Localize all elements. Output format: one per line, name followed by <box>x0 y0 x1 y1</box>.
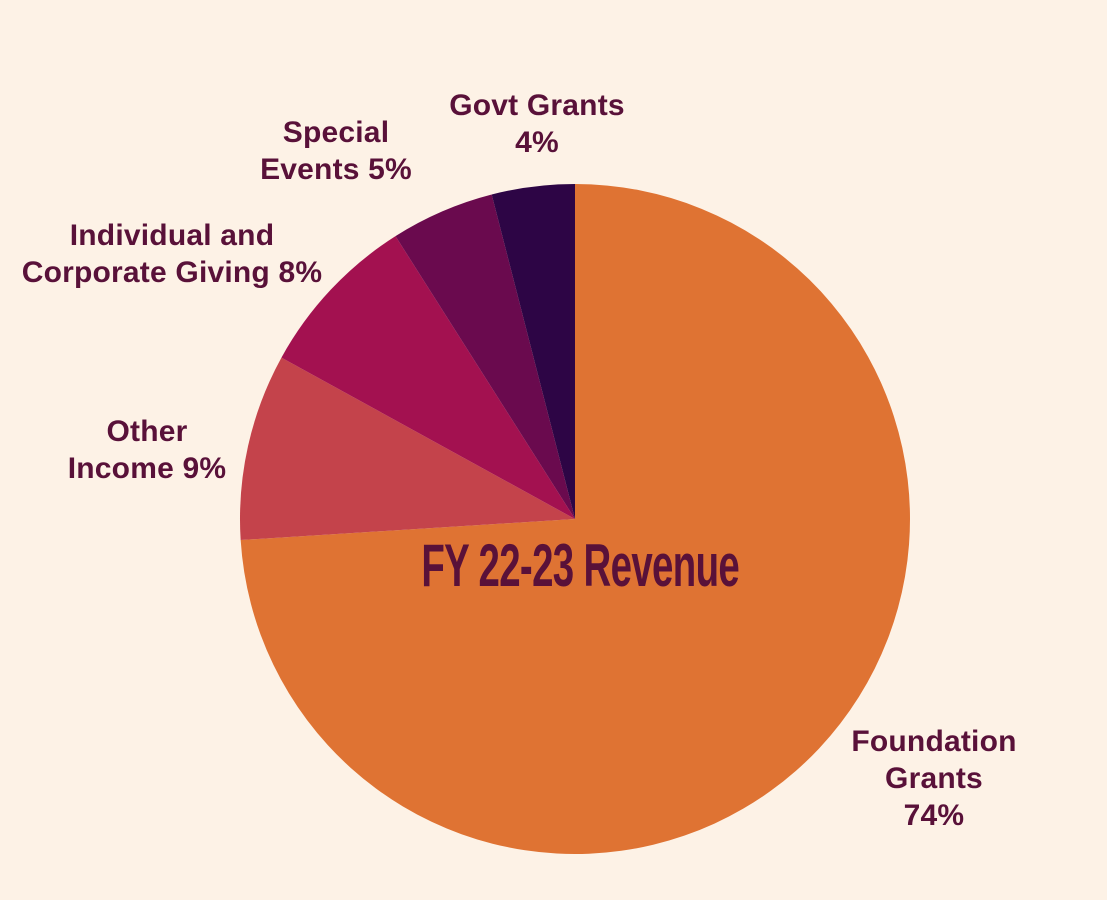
pie-slice-individual-corporate-giving <box>281 236 575 519</box>
slice-label-special-events: Special Events 5% <box>260 116 412 186</box>
pie-slice-foundation-grants <box>240 184 910 854</box>
slice-label-govt-grants: Govt Grants 4% <box>449 89 625 159</box>
pie-slice-other-income <box>239 357 575 541</box>
pie-slice-special-events <box>395 194 575 519</box>
slice-label-other-income: Other Income 9% <box>67 415 227 485</box>
slice-label-foundation-grants: Foundation Grants 74% <box>851 725 1017 832</box>
slice-label-individual-corporate-giving: Individual and Corporate Giving 8% <box>21 219 323 289</box>
pie-slice-govt-grants <box>491 184 575 519</box>
